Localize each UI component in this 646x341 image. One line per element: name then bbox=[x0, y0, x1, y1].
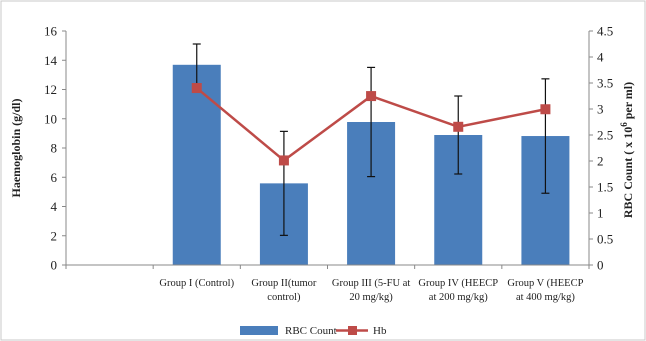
y-tick-label-right: 0 bbox=[597, 258, 604, 273]
plot-area bbox=[172, 43, 570, 265]
x-category-label: Group V (HEECP bbox=[507, 278, 583, 289]
point-hb bbox=[453, 121, 464, 132]
bar-rbc-count bbox=[172, 64, 221, 265]
axes: 0 2 4 6 8 10 12 14 16 0 0.5 1 1.5 2 2.5 3 3.5 4 4.5 Haemogl… bbox=[9, 24, 635, 304]
y-tick-label-left: 0 bbox=[51, 258, 58, 273]
y-tick-label-left: 10 bbox=[44, 111, 57, 126]
y-axis-title-right: RBC Count ( x 106 per ml) bbox=[619, 82, 635, 218]
y-axis-title-left: Haemoglobin (g/dl) bbox=[9, 98, 23, 197]
legend-label-rbc-count: RBC Count bbox=[285, 325, 337, 337]
y-axis-title-right-part: per ml) bbox=[621, 82, 635, 122]
y-tick-label-left: 2 bbox=[51, 228, 58, 243]
y-tick-label-right: 2 bbox=[597, 154, 604, 169]
legend-label-hb: Hb bbox=[373, 325, 387, 337]
x-category-label: control) bbox=[267, 292, 301, 303]
y-tick-label-right: 4.5 bbox=[597, 24, 613, 39]
x-category-label: 20 mg/kg) bbox=[349, 292, 393, 303]
y-tick-label-left: 12 bbox=[44, 82, 57, 97]
y-tick-label-left: 14 bbox=[44, 53, 58, 68]
point-hb bbox=[191, 83, 202, 94]
x-category-label: Group I (Control) bbox=[159, 278, 234, 289]
y-tick-label-left: 4 bbox=[51, 199, 58, 214]
y-axis-title-right-part: RBC Count ( x 10 bbox=[621, 127, 635, 218]
y-tick-label-right: 1.5 bbox=[597, 180, 613, 195]
y-tick-label-right: 0.5 bbox=[597, 232, 613, 247]
x-category-label: Group III (5-FU at bbox=[332, 278, 411, 289]
y-tick-label-right: 3 bbox=[597, 102, 604, 117]
x-category-label: at 200 mg/kg) bbox=[429, 292, 488, 303]
x-category-label: Group II(tumor bbox=[251, 278, 317, 289]
y-tick-label-right: 4 bbox=[597, 50, 604, 65]
y-tick-label-left: 6 bbox=[51, 170, 58, 185]
y-tick-label-right: 3.5 bbox=[597, 76, 613, 91]
y-tick-label-left: 8 bbox=[51, 141, 58, 156]
y-tick-label-left: 16 bbox=[44, 24, 58, 39]
legend-swatch-hb-marker bbox=[348, 326, 357, 335]
point-hb bbox=[366, 91, 377, 102]
x-category-label: Group IV (HEECP bbox=[418, 278, 498, 289]
x-category-label: at 400 mg/kg) bbox=[516, 292, 575, 303]
legend-swatch-rbc-count bbox=[240, 326, 278, 335]
y-tick-label-right: 2.5 bbox=[597, 128, 613, 143]
y-tick-label-right: 1 bbox=[597, 206, 604, 221]
y-axis-title-right-sup: 6 bbox=[619, 122, 629, 127]
point-hb bbox=[278, 155, 289, 166]
legend: RBC Count Hb bbox=[240, 325, 387, 337]
point-hb bbox=[540, 104, 551, 115]
